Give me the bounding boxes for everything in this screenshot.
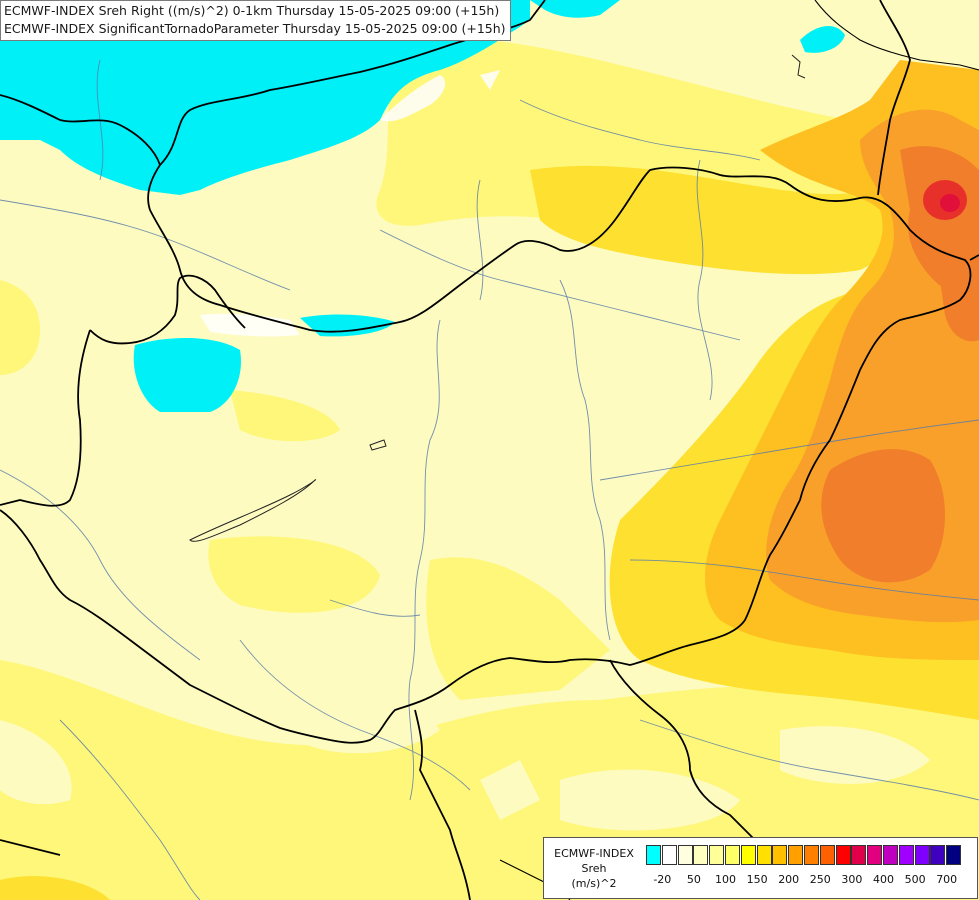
lakes: [189, 54, 806, 542]
legend-swatch-9: [788, 845, 804, 865]
legend-swatch-7: [756, 845, 772, 865]
legend-tick-8: 500: [904, 873, 926, 886]
color-legend: ECMWF-INDEX Sreh (m/s)^2 -20 50 100 150 200 2…: [543, 837, 978, 899]
field-cyan: [0, 0, 845, 412]
legend-swatch-3: [693, 845, 709, 865]
legend-swatch-0: [646, 845, 661, 865]
legend-swatch-16: [898, 845, 914, 865]
legend-tick-9: 700: [936, 873, 958, 886]
field-dark-orange: [821, 146, 979, 583]
legend-swatch-15: [882, 845, 898, 865]
legend-tick-0: -20: [653, 873, 672, 886]
legend-swatch-13: [851, 845, 867, 865]
legend-unit: (m/s)^2: [571, 877, 617, 890]
legend-tick-4: 200: [778, 873, 800, 886]
legend-variable: Sreh: [581, 862, 607, 875]
legend-tick-1: 50: [686, 873, 701, 886]
legend-tick-7: 400: [873, 873, 894, 886]
legend-tick-2: 100: [715, 873, 736, 886]
legend-swatch-11: [819, 845, 835, 865]
field-deep-red: [940, 194, 960, 212]
legend-tick-labels: -20 50 100 150 200 250 300 400 500 700: [646, 873, 976, 887]
legend-swatch-6: [740, 845, 756, 865]
legend-swatch-8: [772, 845, 788, 865]
rivers: [0, 59, 979, 900]
legend-swatch-17: [914, 845, 930, 865]
legend-model: ECMWF-INDEX: [554, 847, 634, 860]
legend-swatch-2: [677, 845, 693, 865]
legend-tick-3: 150: [746, 873, 768, 886]
legend-tick-5: 250: [809, 873, 831, 886]
legend-swatch-5: [724, 845, 740, 865]
map-title-line-2: ECMWF-INDEX SignificantTornadoParameter …: [4, 21, 506, 36]
legend-tick-6: 300: [841, 873, 863, 886]
legend-swatch-12: [835, 845, 851, 865]
map-title-line-1: ECMWF-INDEX Sreh Right ((m/s)^2) 0-1km T…: [4, 3, 500, 18]
map-title-box: ECMWF-INDEX Sreh Right ((m/s)^2) 0-1km T…: [0, 0, 511, 41]
legend-title: ECMWF-INDEX Sreh (m/s)^2: [544, 846, 644, 891]
legend-swatch-18: [930, 845, 946, 865]
legend-swatch-4: [709, 845, 725, 865]
field-white-fringe: [200, 70, 500, 337]
field-light-yellow-pockets: [0, 687, 930, 831]
legend-color-scale: [646, 845, 962, 865]
legend-swatch-1: [661, 845, 677, 865]
legend-swatch-14: [867, 845, 883, 865]
legend-swatch-10: [803, 845, 819, 865]
legend-swatch-19: [946, 845, 962, 865]
